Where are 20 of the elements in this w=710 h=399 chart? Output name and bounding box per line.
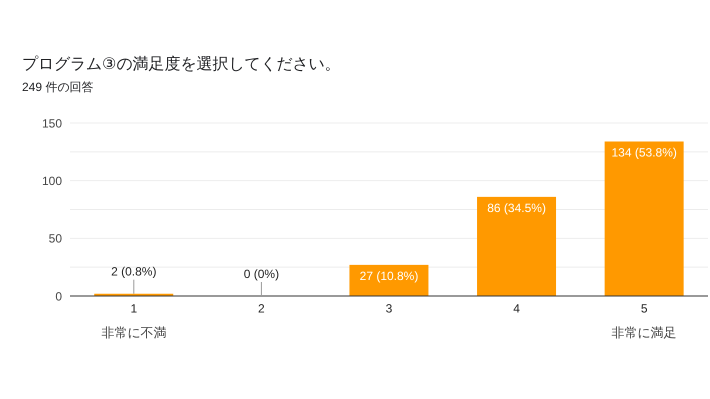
data-label: 27 (10.8%) — [360, 268, 418, 283]
y-tick-label: 100 — [42, 174, 62, 188]
x-tick-label: 4 — [513, 302, 520, 316]
data-label: 2 (0.8%) — [111, 264, 156, 279]
x-tick-label: 3 — [386, 302, 393, 316]
x-tick-label: 5 — [640, 302, 648, 316]
data-label: 0 (0%) — [244, 267, 280, 281]
data-label: 86 (34.5%) — [487, 200, 546, 215]
y-tick-label: 150 — [42, 116, 62, 130]
y-tick-label: 50 — [48, 232, 62, 246]
chart-subtitle: 249 件の回答 — [22, 79, 94, 96]
x-tick-label: 2 — [258, 302, 266, 316]
chart-title: プログラム③の満足度を選択してください。 — [22, 54, 340, 75]
x-tick-label: 1 — [130, 302, 138, 316]
text: 非常に不満 — [101, 324, 166, 342]
y-tick-label: 0 — [55, 289, 62, 304]
bar — [604, 141, 684, 296]
data-label: 134 (53.8%) — [612, 145, 677, 160]
text: 非常に満足 — [612, 324, 677, 342]
bar — [477, 196, 556, 296]
